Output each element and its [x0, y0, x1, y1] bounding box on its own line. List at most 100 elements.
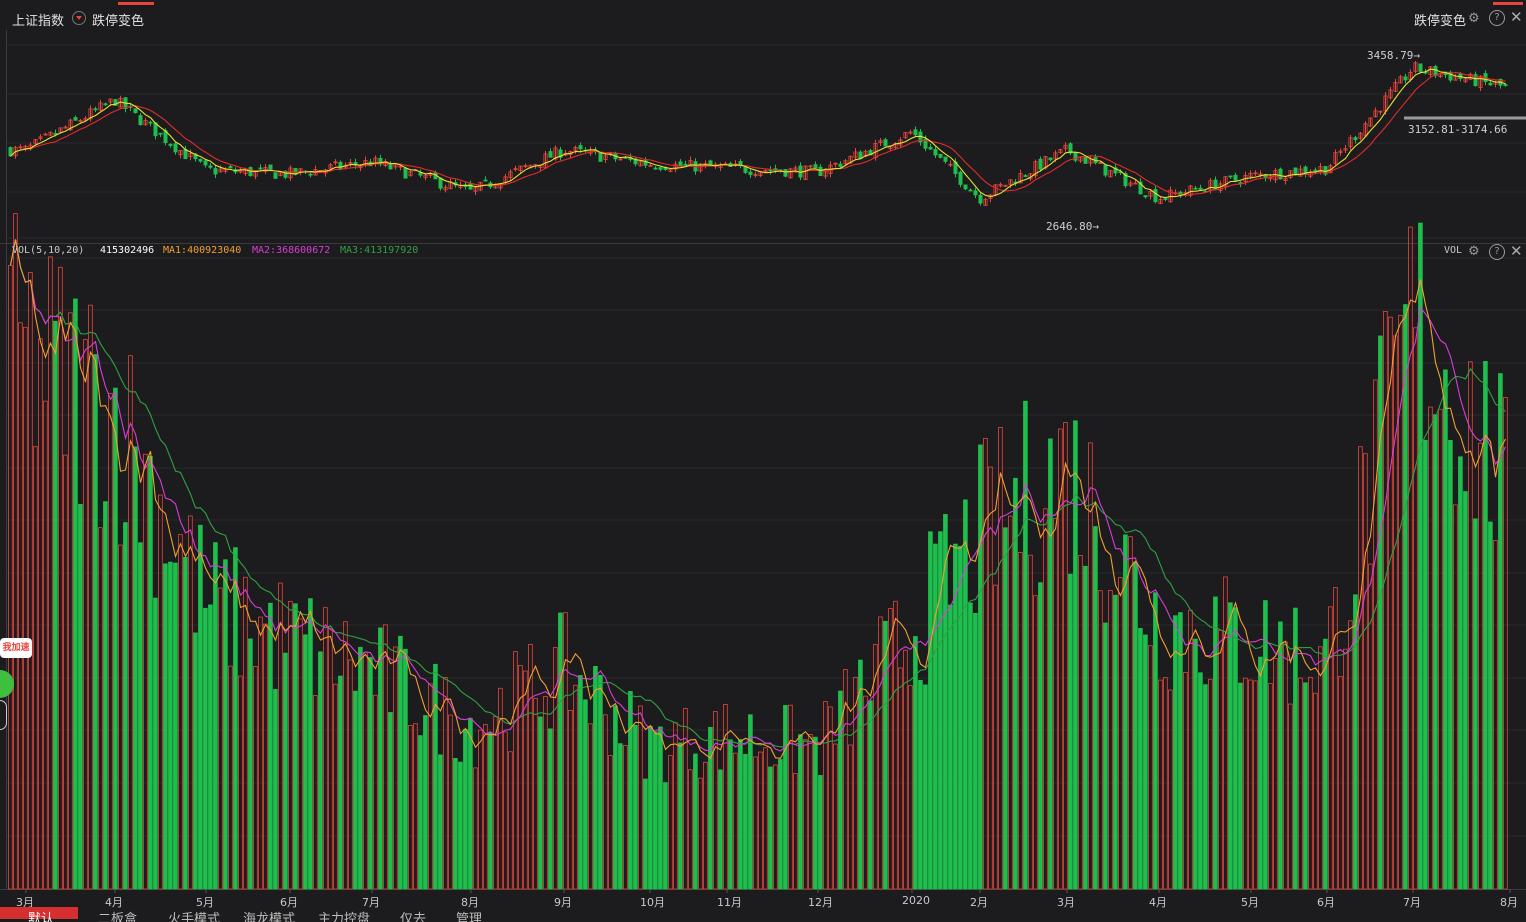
volume-bar-down [133, 446, 138, 890]
vol-close-icon[interactable]: ✕ [1510, 242, 1523, 260]
volume-bar-down [1048, 438, 1053, 890]
x-axis-month-label: 6月 [280, 896, 298, 909]
volume-bar-up [1283, 641, 1288, 890]
volume-bar-up [1188, 609, 1193, 890]
vol-help-icon[interactable]: ? [1489, 244, 1505, 260]
candle-body [1248, 172, 1253, 177]
candle-body [208, 165, 213, 168]
candle-body [508, 171, 513, 178]
volume-bar-down [728, 739, 733, 890]
candle-body [1208, 180, 1213, 191]
volume-bar-down [583, 699, 588, 890]
volume-bar-down [458, 761, 463, 890]
candle-body [1223, 176, 1228, 188]
x-axis-month-label: 4月 [105, 896, 123, 909]
candle-body [33, 139, 38, 144]
vol-ma1-value: MA1:400923040 [163, 245, 242, 256]
candle-body [903, 132, 908, 139]
volume-bar-down [768, 766, 773, 890]
volume-bar-down [1448, 440, 1453, 890]
bottom-tab[interactable]: 默认 [28, 912, 55, 922]
volume-bar-up [993, 584, 998, 890]
promo-mascot-icon[interactable] [0, 670, 14, 698]
help-icon[interactable]: ? [1489, 10, 1505, 26]
volume-bar-up [1028, 554, 1033, 890]
candle-body [238, 170, 243, 173]
price-panel-setting-label[interactable]: 跌停变色 [1414, 14, 1467, 29]
volume-bar-up [863, 695, 868, 890]
vol-panel-label[interactable]: VOL [1444, 245, 1463, 256]
x-axis-month-label: 6月 [1317, 896, 1335, 909]
volume-bar-up [443, 677, 448, 890]
volume-bar-up [853, 676, 858, 890]
volume-bar-up [18, 322, 23, 890]
volume-bar-down [798, 734, 803, 890]
candle-body [1148, 191, 1153, 197]
candle-body [638, 161, 643, 167]
volume-bar-up [898, 667, 903, 890]
volume-bar-down [53, 320, 58, 890]
vol-gear-icon[interactable]: ⚙ [1468, 244, 1480, 259]
candle-body [1058, 148, 1063, 154]
candle-body [908, 131, 913, 134]
high-annotation: 3458.79→ [1367, 49, 1420, 62]
volume-bar-down [138, 542, 143, 890]
candle-body [1153, 189, 1158, 203]
volume-bar-up [1368, 563, 1373, 890]
volume-bar-up [1158, 679, 1163, 890]
candle-body [103, 103, 108, 106]
candle-body [58, 127, 63, 133]
candle-body [718, 165, 723, 168]
close-icon[interactable]: ✕ [1510, 8, 1523, 26]
bottom-tab[interactable]: 仅去 [400, 912, 427, 922]
volume-bar-up [323, 607, 328, 890]
candle-body [78, 120, 83, 122]
volume-bar-down [438, 754, 443, 890]
bottom-tab[interactable]: 二板盒 [98, 912, 138, 922]
x-axis-month-label: 2020 [902, 894, 930, 907]
vol-ma3-value: MA3:413197920 [340, 245, 419, 256]
dropdown-toggle[interactable] [72, 11, 86, 25]
candle-body [948, 163, 953, 166]
limit-down-color-toggle[interactable]: 跌停变色 [92, 14, 145, 29]
volume-bar-up [1288, 703, 1293, 890]
volume-bar-down [1103, 622, 1108, 890]
candle-body [23, 145, 28, 149]
x-axis-month-label: 3月 [1057, 896, 1075, 909]
volume-bar-down [1068, 573, 1073, 890]
volume-bar-up [513, 651, 518, 890]
volume-bar-down [73, 298, 78, 890]
candle-body [273, 172, 278, 179]
volume-bar-down [153, 597, 158, 890]
volume-bar-up [1383, 310, 1388, 890]
volume-bar-up [803, 739, 808, 890]
candle-body [1158, 199, 1163, 204]
candle-body [1113, 167, 1118, 174]
volume-bar-up [638, 705, 643, 890]
candle-body [1023, 175, 1028, 177]
candle-body [1468, 73, 1473, 80]
bottom-tab[interactable]: 海龙模式 [243, 912, 296, 922]
bottom-tab[interactable]: 火手模式 [168, 912, 221, 922]
bottom-tab[interactable]: 管理 [456, 912, 483, 922]
volume-bar-up [1503, 397, 1508, 890]
volume-bar-down [198, 524, 203, 890]
volume-bar-up [1248, 679, 1253, 890]
candle-body [428, 173, 433, 176]
candle-body [648, 164, 653, 167]
promo-badge[interactable]: 我加速 [0, 638, 32, 658]
volume-bar-up [473, 767, 478, 890]
active-tab-indicator [118, 2, 154, 5]
candle-body [1368, 117, 1373, 127]
volume-bar-up [843, 669, 848, 890]
candle-body [683, 163, 688, 166]
gear-icon[interactable]: ⚙ [1468, 11, 1480, 26]
volume-bar-up [63, 454, 68, 890]
candle-body [168, 143, 173, 146]
candle-body [923, 138, 928, 149]
volume-bar-up [1398, 314, 1403, 890]
volume-bar-down [1423, 439, 1428, 890]
volume-bar-down [913, 636, 918, 890]
bottom-tab[interactable]: 主力控盘 [318, 912, 371, 922]
candle-body [1138, 181, 1143, 195]
